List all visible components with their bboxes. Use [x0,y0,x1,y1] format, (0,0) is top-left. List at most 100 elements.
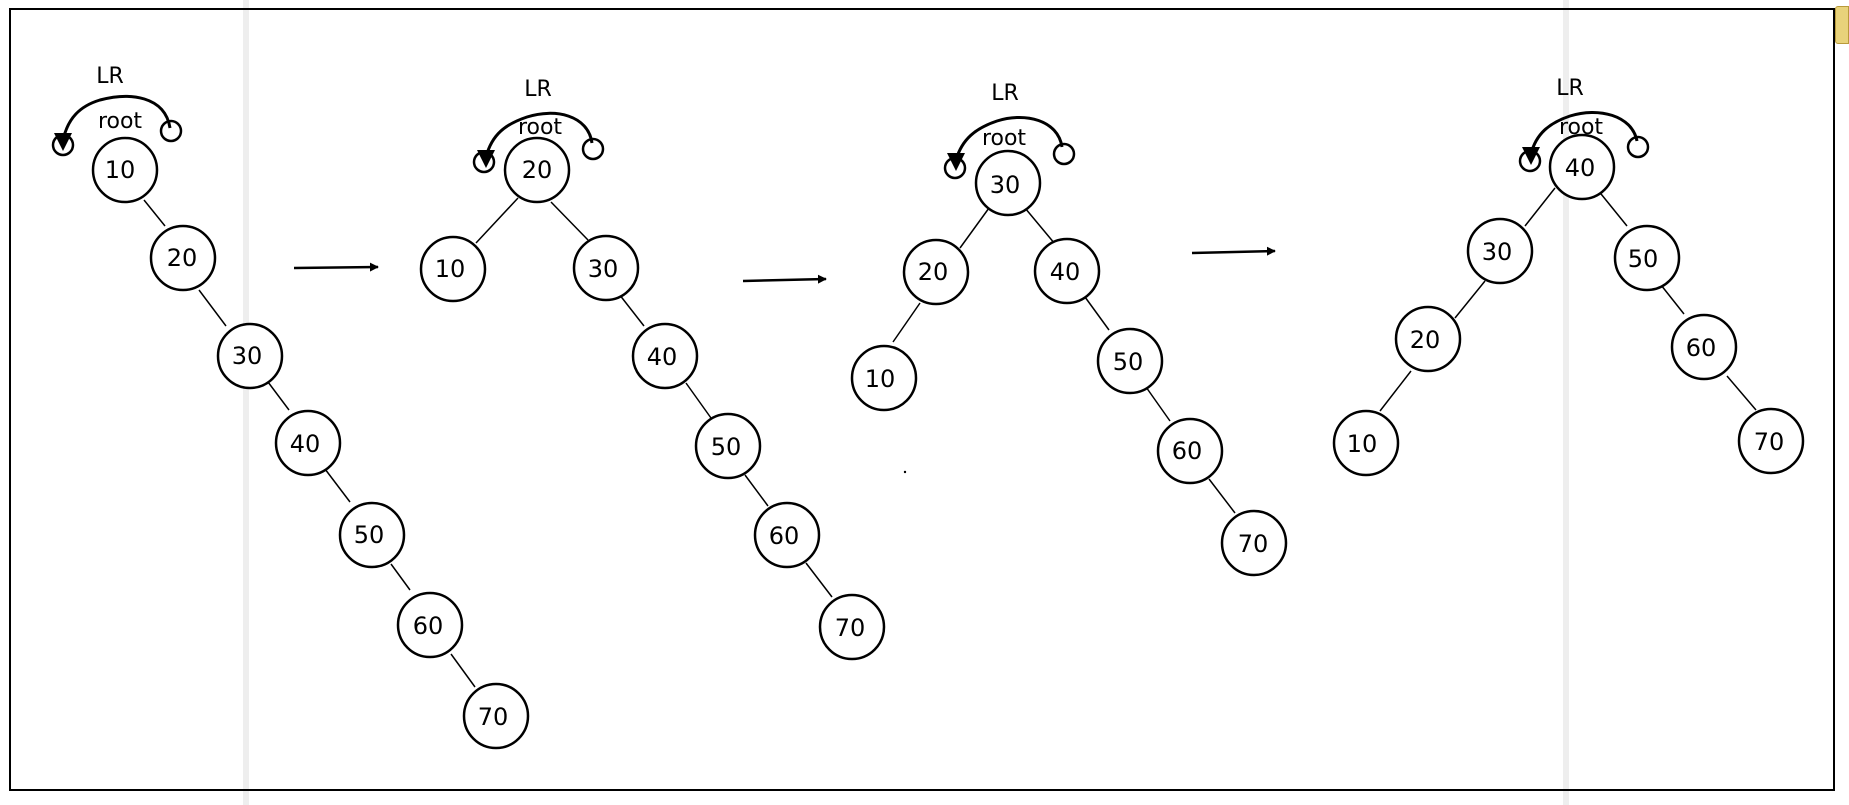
tree-node: 20 [1394,305,1462,373]
tree-step-2: LR root 20 10 30 40 50 60 70 [419,77,886,661]
tree-edge [1524,187,1556,227]
node-value: 20 [167,244,198,272]
tree-node: 40 [631,322,699,390]
tree-node: 70 [462,682,530,750]
tree-node: 10 [91,136,159,204]
tree-node: 10 [850,344,918,412]
tree-node: 50 [1096,327,1164,395]
tree-edge [1660,284,1685,315]
tree-step-4: LR root 40 30 50 20 60 10 70 [1332,76,1805,477]
tree-edge [1726,375,1757,411]
column-guide [243,0,249,805]
pivot-marker [159,119,183,143]
rotation-arrow [484,111,594,158]
node-value: 10 [105,156,136,184]
node-value: 40 [647,343,678,371]
tree-node: 20 [902,238,970,306]
tree-edge [1596,188,1628,227]
node-value: 40 [1050,258,1081,286]
tree-edge [390,563,411,591]
rotation-label: LR [96,64,124,89]
pivot-marker [1052,142,1076,166]
tree-node: 20 [149,224,217,292]
tree-edge [744,474,769,507]
node-value: 60 [769,522,800,550]
tree-node: 30 [1466,217,1534,285]
tree-edge [1145,386,1171,422]
tree-node: 60 [1156,417,1224,485]
tree-node: 30 [974,149,1042,217]
tree-edge [1024,207,1056,245]
rotation-indicator: LR root [1518,76,1650,173]
tree-edge [450,653,476,688]
tree-node: 60 [1670,313,1738,381]
tree-node: 50 [338,501,406,569]
rotation-indicator: LR root [943,81,1076,180]
tree-node: 40 [1548,133,1616,201]
node-value: 20 [1410,326,1441,354]
tree-edge [475,197,519,244]
node-value: 50 [711,433,742,461]
node-value: 70 [1238,530,1269,558]
pivot-marker [1518,149,1542,173]
rotation-label: LR [991,81,1019,106]
transition-arrow-icon [742,274,827,284]
tree-node: 40 [274,409,342,477]
tree-node: 30 [572,234,640,302]
node-value: 20 [522,156,553,184]
node-value: 60 [413,612,444,640]
node-value: 50 [354,521,385,549]
tree-edge [892,302,921,343]
node-value: 60 [1686,334,1717,362]
tree-node: 50 [1613,224,1681,292]
arrowhead-icon [54,133,72,151]
stray-dot [903,470,907,474]
node-value: 70 [1754,428,1785,456]
node-value: 10 [1347,430,1378,458]
tree-node: 70 [1737,407,1805,475]
tree-node: 60 [753,501,821,569]
node-value: 30 [232,342,263,370]
pivot-marker [943,156,967,180]
tree-edge [618,293,645,327]
tree-node: 40 [1033,237,1101,305]
transition-arrow-icon [293,262,379,272]
tree-edge [1379,370,1412,412]
pivot-marker [1626,135,1650,159]
tree-edge [550,201,589,241]
pivot-marker [472,150,496,174]
tree-node: 20 [503,136,571,204]
rotation-label: LR [524,77,552,102]
rotation-indicator: LR root [51,64,183,157]
root-label: root [982,126,1026,151]
node-value: 50 [1113,348,1144,376]
pivot-marker [581,137,605,161]
tree-edge [267,381,290,411]
pivot-marker [51,133,75,157]
tree-node: 50 [694,412,762,480]
node-value: 40 [290,430,321,458]
tree-edge [324,468,351,503]
rotation-arrow [1529,111,1639,155]
tree-edge [1084,296,1110,331]
node-value: 60 [1172,437,1203,465]
diagram-border [9,8,1835,791]
rotation-arrow [954,116,1064,161]
node-value: 40 [1565,154,1596,182]
column-guide [1563,0,1569,805]
root-label: root [98,109,142,134]
root-label: root [518,115,562,140]
tree-edge [143,199,166,227]
node-value: 10 [435,255,466,283]
tree-edge [198,289,227,327]
tree-step-3: LR root 30 20 40 10 50 60 70 [850,81,1288,577]
rotation-indicator: LR root [472,77,605,174]
tree-step-1: LR root 10 20 30 40 50 60 70 [51,64,530,750]
tree-node: 10 [419,235,487,303]
node-value: 50 [1628,245,1659,273]
transition-arrow-icon [1191,246,1276,256]
rotation-label: LR [1556,76,1584,101]
tree-edge [685,382,712,419]
